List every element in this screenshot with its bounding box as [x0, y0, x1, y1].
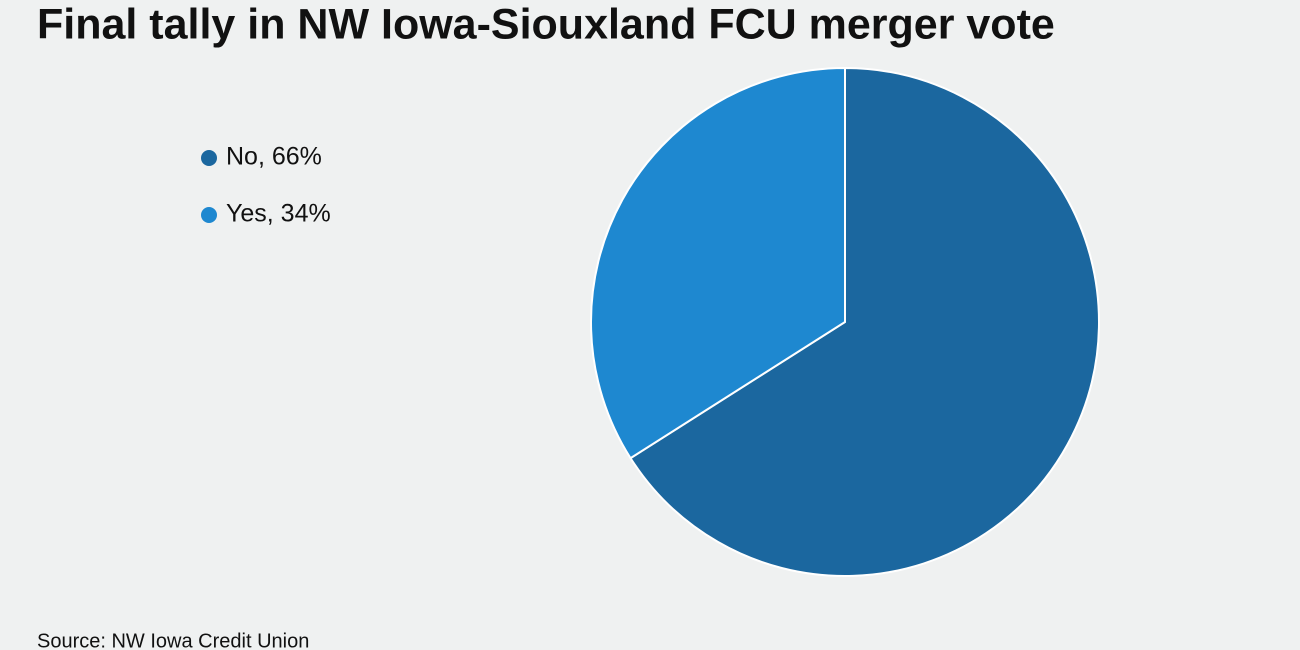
chart-title: Final tally in NW Iowa-Siouxland FCU mer…	[37, 0, 1055, 48]
pie-slice	[590, 66, 846, 460]
legend-label: Yes, 34%	[226, 200, 331, 228]
source: Source: NW Iowa Credit Union	[37, 630, 309, 650]
legend-swatch	[201, 207, 217, 223]
legend-swatch	[201, 150, 217, 166]
pie-slice	[629, 66, 1100, 577]
legend-label: No, 66%	[226, 143, 322, 171]
